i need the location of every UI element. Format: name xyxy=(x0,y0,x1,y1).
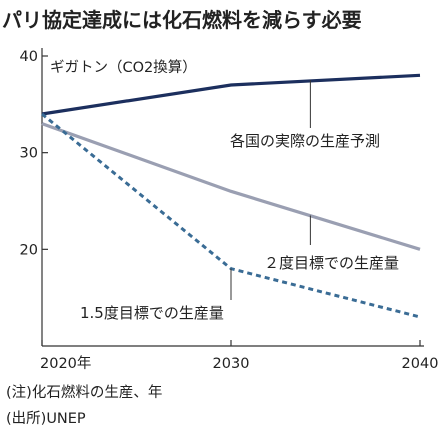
y-axis-label: ギガトン（CO2換算） xyxy=(50,59,197,76)
footnote-note: (注)化石燃料の生産、年 xyxy=(6,385,163,401)
x-tick-label: 2020年 xyxy=(40,355,91,372)
y-tick-label: 40 xyxy=(20,49,38,65)
x-tick-label: 2030 xyxy=(213,356,250,372)
y-tick-label: 30 xyxy=(20,146,38,162)
series-line-0 xyxy=(41,73,421,116)
series-label: 各国の実際の生産予測 xyxy=(230,132,380,150)
series-label: ２度目標での生産量 xyxy=(264,254,399,272)
x-tick-label: 2040 xyxy=(402,356,439,372)
footnote-source: (出所)UNEP xyxy=(6,411,86,427)
series-label: 1.5度目標での生産量 xyxy=(80,304,224,322)
chart-title: パリ協定達成には化石燃料を減らす必要 xyxy=(2,8,362,32)
y-tick-label: 20 xyxy=(20,242,38,258)
series-line-1 xyxy=(41,122,421,251)
